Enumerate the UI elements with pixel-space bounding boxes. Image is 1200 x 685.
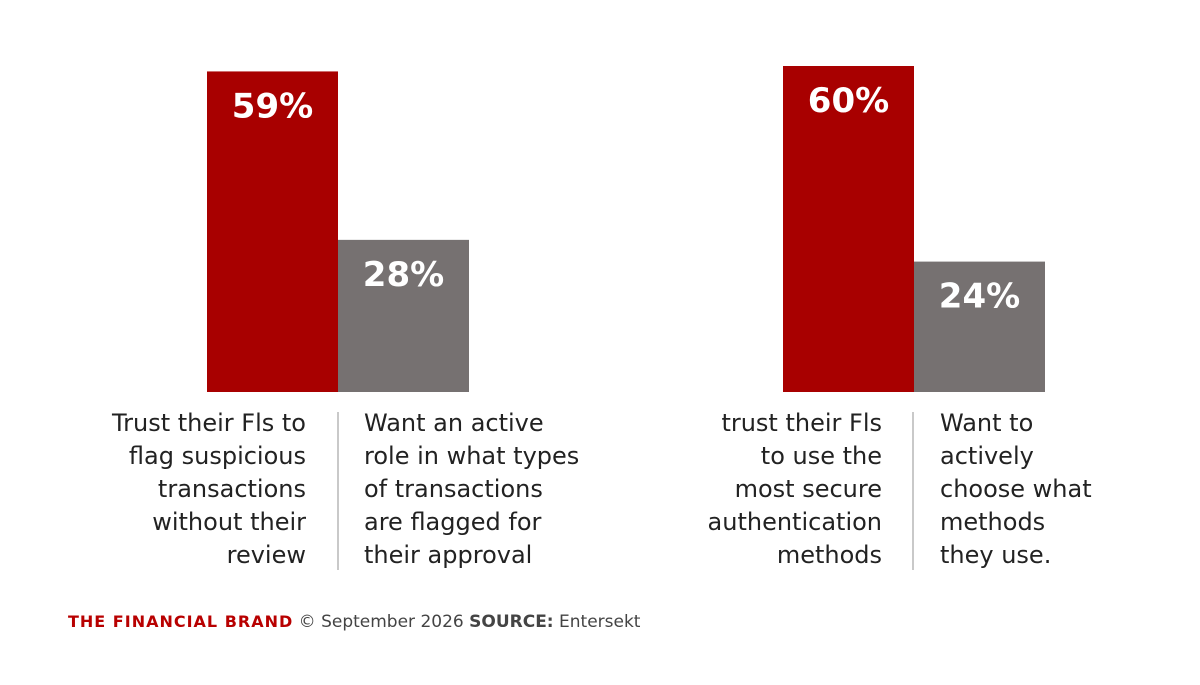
caption-choose-methods: Want to actively choose what methods the… xyxy=(940,409,1092,569)
source-label: SOURCE: xyxy=(469,612,554,632)
caption-divider xyxy=(912,412,914,570)
bar-1-1 xyxy=(207,71,338,392)
caption-trust-secure-authentication: trust their Fls to use the most secure a… xyxy=(707,409,882,569)
bar-value-label: 28% xyxy=(363,255,444,295)
brand-logo-text: THE FINANCIAL BRAND xyxy=(68,612,294,631)
caption-active-role-flagged: Want an active role in what types of tra… xyxy=(364,409,580,569)
bar-2-1 xyxy=(783,66,914,392)
source-value: Entersekt xyxy=(559,612,641,632)
copyright-text: © September 2026 xyxy=(298,612,464,632)
caption-divider xyxy=(337,412,339,570)
bar-2-2 xyxy=(914,261,1045,392)
caption-trust-flag-transactions: Trust their Fls to flag suspicious trans… xyxy=(111,409,306,569)
bar-1-2 xyxy=(338,239,469,392)
bar-value-label: 59% xyxy=(232,86,313,126)
bar-chart: 59% 28% 60% 24% xyxy=(207,66,1045,392)
footer: THE FINANCIAL BRAND © September 2026 SOU… xyxy=(68,612,640,632)
bar-value-label: 24% xyxy=(939,277,1020,317)
bar-value-label: 60% xyxy=(808,81,889,121)
